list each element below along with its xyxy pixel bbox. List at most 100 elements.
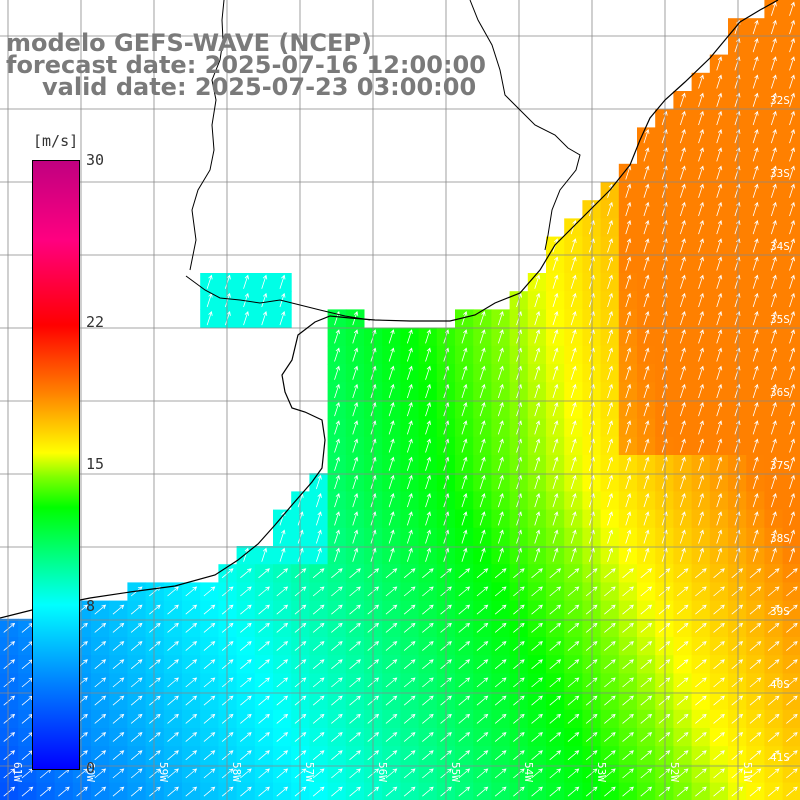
wind-arrow [149,750,161,761]
wind-arrow [716,165,723,180]
wind-arrow [422,768,434,779]
wind-arrow [607,456,613,471]
wind-arrow [731,604,744,615]
wind-arrow [406,456,413,471]
wind-arrow [661,311,668,326]
wind-arrow [570,493,577,508]
wind-arrow [770,74,777,89]
wind-arrow [385,750,398,761]
wind-arrow [130,659,143,670]
wind-arrow [552,511,559,526]
wind-arrow [258,786,270,797]
wind-arrow [167,786,179,797]
wind-arrow [607,220,613,235]
wind-arrow [604,604,616,615]
wind-arrow [422,750,434,761]
wind-arrow [3,713,16,724]
wind-arrow [622,786,634,797]
wind-arrow [331,586,343,597]
wind-arrow [789,129,795,144]
wind-arrow [767,659,780,670]
wind-arrow [789,201,795,217]
wind-arrow [240,713,252,724]
wind-arrow [607,365,613,380]
wind-arrow [752,183,759,198]
wind-arrow [240,622,252,633]
wind-arrow [549,713,562,724]
wind-arrow [643,256,650,271]
wind-arrow [643,129,650,144]
wind-arrow [167,713,179,724]
wind-arrow [479,438,486,453]
wind-arrow [388,529,395,544]
wind-arrow [643,220,650,235]
wind-arrow [312,732,325,742]
wind-arrow [734,493,741,508]
wind-arrow [679,92,686,107]
latitude-label: 39S [770,605,790,618]
colorbar-tick-label: 0 [86,759,96,777]
wind-arrow [786,677,798,688]
wind-arrow [349,732,361,742]
wind-arrow [422,622,434,633]
wind-arrow [461,329,468,344]
longitude-label: 56W [376,762,389,782]
wind-arrow [752,238,759,253]
wind-arrow [422,713,434,724]
wind-arrow [570,274,577,289]
wind-arrow [695,641,707,651]
wind-arrow [604,586,616,597]
wind-arrow [767,677,780,688]
wind-arrow [625,201,632,217]
wind-arrow [752,110,759,126]
wind-arrow [770,365,777,380]
wind-arrow [752,74,759,89]
wind-arrow [789,402,795,417]
wind-arrow [94,695,107,706]
wind-arrow [349,695,361,706]
wind-arrow [731,786,744,797]
wind-arrow [331,622,343,633]
wind-arrow [622,768,634,779]
wind-arrow [585,622,598,633]
wind-arrow [767,586,780,597]
wind-arrow [203,786,216,797]
wind-arrow [640,768,653,779]
wind-arrow [185,768,198,779]
wind-arrow [767,786,780,797]
wind-arrow [406,438,413,453]
wind-arrow [752,402,759,417]
wind-arrow [752,56,759,71]
wind-arrow [643,420,650,435]
wind-arrow [406,511,413,526]
wind-arrow [349,641,361,651]
wind-arrow [406,329,413,344]
wind-arrow [716,329,723,344]
wind-arrow [643,347,650,362]
wind-arrow [679,129,686,144]
wind-arrow [476,732,489,742]
wind-arrow [749,695,762,706]
wind-arrow [240,768,252,779]
longitude-label: 54W [522,762,535,782]
wind-arrow [425,329,431,344]
wind-arrow [661,201,668,217]
wind-arrow [258,641,270,651]
wind-arrow [789,420,795,435]
wind-arrow [643,383,650,399]
wind-arrow [112,786,125,797]
wind-arrow [534,365,541,380]
wind-arrow [679,493,686,508]
wind-arrow [607,438,613,453]
wind-arrow [461,511,468,526]
wind-arrow [149,713,161,724]
wind-arrow [258,604,270,615]
wind-arrow [458,622,471,633]
wind-arrow [315,493,322,508]
wind-arrow [643,147,650,162]
longitude-label: 60W [84,762,97,782]
wind-arrow [497,474,504,490]
wind-arrow [585,768,598,779]
wind-arrow [752,19,759,35]
wind-arrow [331,750,343,761]
